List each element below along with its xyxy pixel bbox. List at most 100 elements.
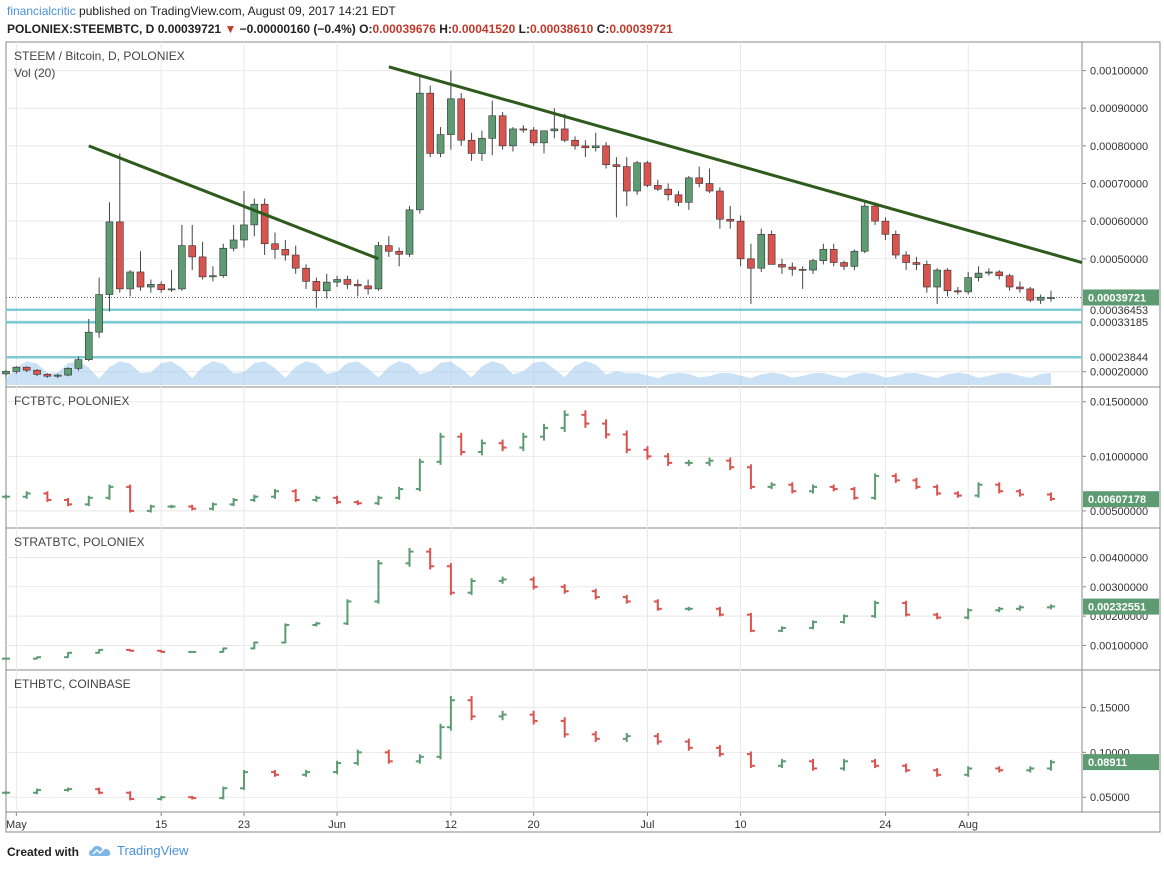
candle[interactable] [519, 128, 528, 131]
candle[interactable] [912, 262, 921, 265]
author-link[interactable]: financialcritic [7, 4, 76, 18]
candle[interactable] [1047, 297, 1055, 299]
candle[interactable] [1036, 296, 1045, 301]
candle[interactable] [923, 264, 931, 288]
candle[interactable] [974, 272, 983, 278]
candle[interactable] [209, 275, 217, 278]
candle[interactable] [116, 221, 124, 290]
candle[interactable] [157, 284, 165, 290]
candle[interactable] [1026, 288, 1035, 301]
candle[interactable] [416, 92, 424, 211]
candle[interactable] [1005, 275, 1014, 288]
candle[interactable] [167, 288, 176, 291]
candle[interactable] [529, 129, 538, 144]
candle[interactable] [964, 277, 972, 293]
candle[interactable] [219, 247, 228, 277]
candle[interactable] [1016, 286, 1024, 290]
candle[interactable] [716, 190, 724, 220]
candle[interactable] [591, 145, 600, 149]
candle[interactable] [498, 115, 507, 147]
candle[interactable] [664, 188, 672, 196]
candle[interactable] [954, 290, 962, 293]
tradingview-link[interactable]: TradingView [89, 843, 189, 858]
candle[interactable] [995, 271, 1004, 277]
candle[interactable] [943, 269, 952, 292]
candle[interactable] [2, 371, 10, 375]
candle[interactable] [136, 271, 145, 288]
candle[interactable] [64, 368, 72, 376]
candle[interactable] [757, 234, 766, 269]
candle[interactable] [654, 185, 662, 190]
candle[interactable] [809, 260, 817, 271]
candle[interactable] [829, 249, 838, 263]
candle[interactable] [560, 128, 569, 141]
candle[interactable] [788, 266, 797, 270]
candle[interactable] [674, 194, 683, 203]
candle[interactable] [633, 162, 641, 192]
candle[interactable] [685, 177, 693, 203]
candle[interactable] [240, 224, 248, 241]
candle[interactable] [767, 234, 776, 265]
candle[interactable] [84, 331, 93, 360]
candle[interactable] [198, 256, 207, 278]
candle[interactable] [540, 130, 548, 144]
candle[interactable] [364, 285, 372, 290]
candle[interactable] [467, 139, 476, 154]
candle[interactable] [778, 264, 786, 268]
candle[interactable] [705, 183, 714, 192]
candle[interactable] [612, 164, 621, 167]
candle[interactable] [33, 369, 41, 375]
candle[interactable] [281, 249, 290, 256]
candle[interactable] [478, 138, 486, 154]
candle[interactable] [602, 145, 610, 165]
trend-line[interactable] [388, 65, 1083, 264]
candle[interactable] [229, 239, 238, 249]
candle[interactable] [374, 245, 383, 290]
candle[interactable] [105, 221, 114, 295]
multi-pane-chart[interactable]: 0.00100000 0.00090000 0.00080000 0.00070000… [0, 0, 1164, 836]
candle[interactable] [860, 205, 869, 252]
candle[interactable] [343, 279, 352, 285]
candle[interactable] [291, 254, 300, 269]
candle[interactable] [798, 269, 807, 271]
candle[interactable] [747, 258, 755, 269]
candle[interactable] [819, 249, 828, 261]
candle[interactable] [840, 262, 848, 267]
candle[interactable] [457, 98, 466, 141]
candle[interactable] [395, 250, 403, 255]
candle[interactable] [43, 374, 52, 377]
candle[interactable] [188, 245, 197, 258]
candle[interactable] [509, 128, 517, 147]
candle[interactable] [353, 284, 362, 287]
candle[interactable] [302, 267, 310, 282]
candle[interactable] [178, 245, 186, 290]
candle[interactable] [147, 284, 155, 288]
candle[interactable] [850, 250, 859, 267]
candle[interactable] [260, 203, 269, 245]
candle[interactable] [436, 134, 445, 154]
candle[interactable] [74, 359, 83, 369]
candle[interactable] [250, 203, 259, 226]
trend-line[interactable] [88, 144, 380, 261]
candle[interactable] [550, 128, 559, 132]
candle[interactable] [385, 245, 393, 252]
candle[interactable] [933, 269, 941, 288]
candle[interactable] [271, 243, 279, 250]
candle[interactable] [126, 271, 134, 290]
candle[interactable] [12, 366, 21, 372]
candle[interactable] [871, 205, 879, 222]
candle[interactable] [622, 166, 631, 192]
candle[interactable] [902, 254, 910, 263]
candle[interactable] [881, 220, 890, 235]
candle[interactable] [488, 115, 497, 139]
candle[interactable] [736, 220, 745, 260]
candle[interactable] [643, 162, 652, 186]
candle[interactable] [53, 374, 62, 377]
candle[interactable] [322, 281, 331, 292]
candle[interactable] [22, 366, 31, 371]
candle[interactable] [426, 92, 434, 154]
candle[interactable] [333, 279, 341, 283]
candle[interactable] [405, 209, 414, 255]
candle[interactable] [726, 218, 735, 222]
candle[interactable] [581, 145, 590, 149]
